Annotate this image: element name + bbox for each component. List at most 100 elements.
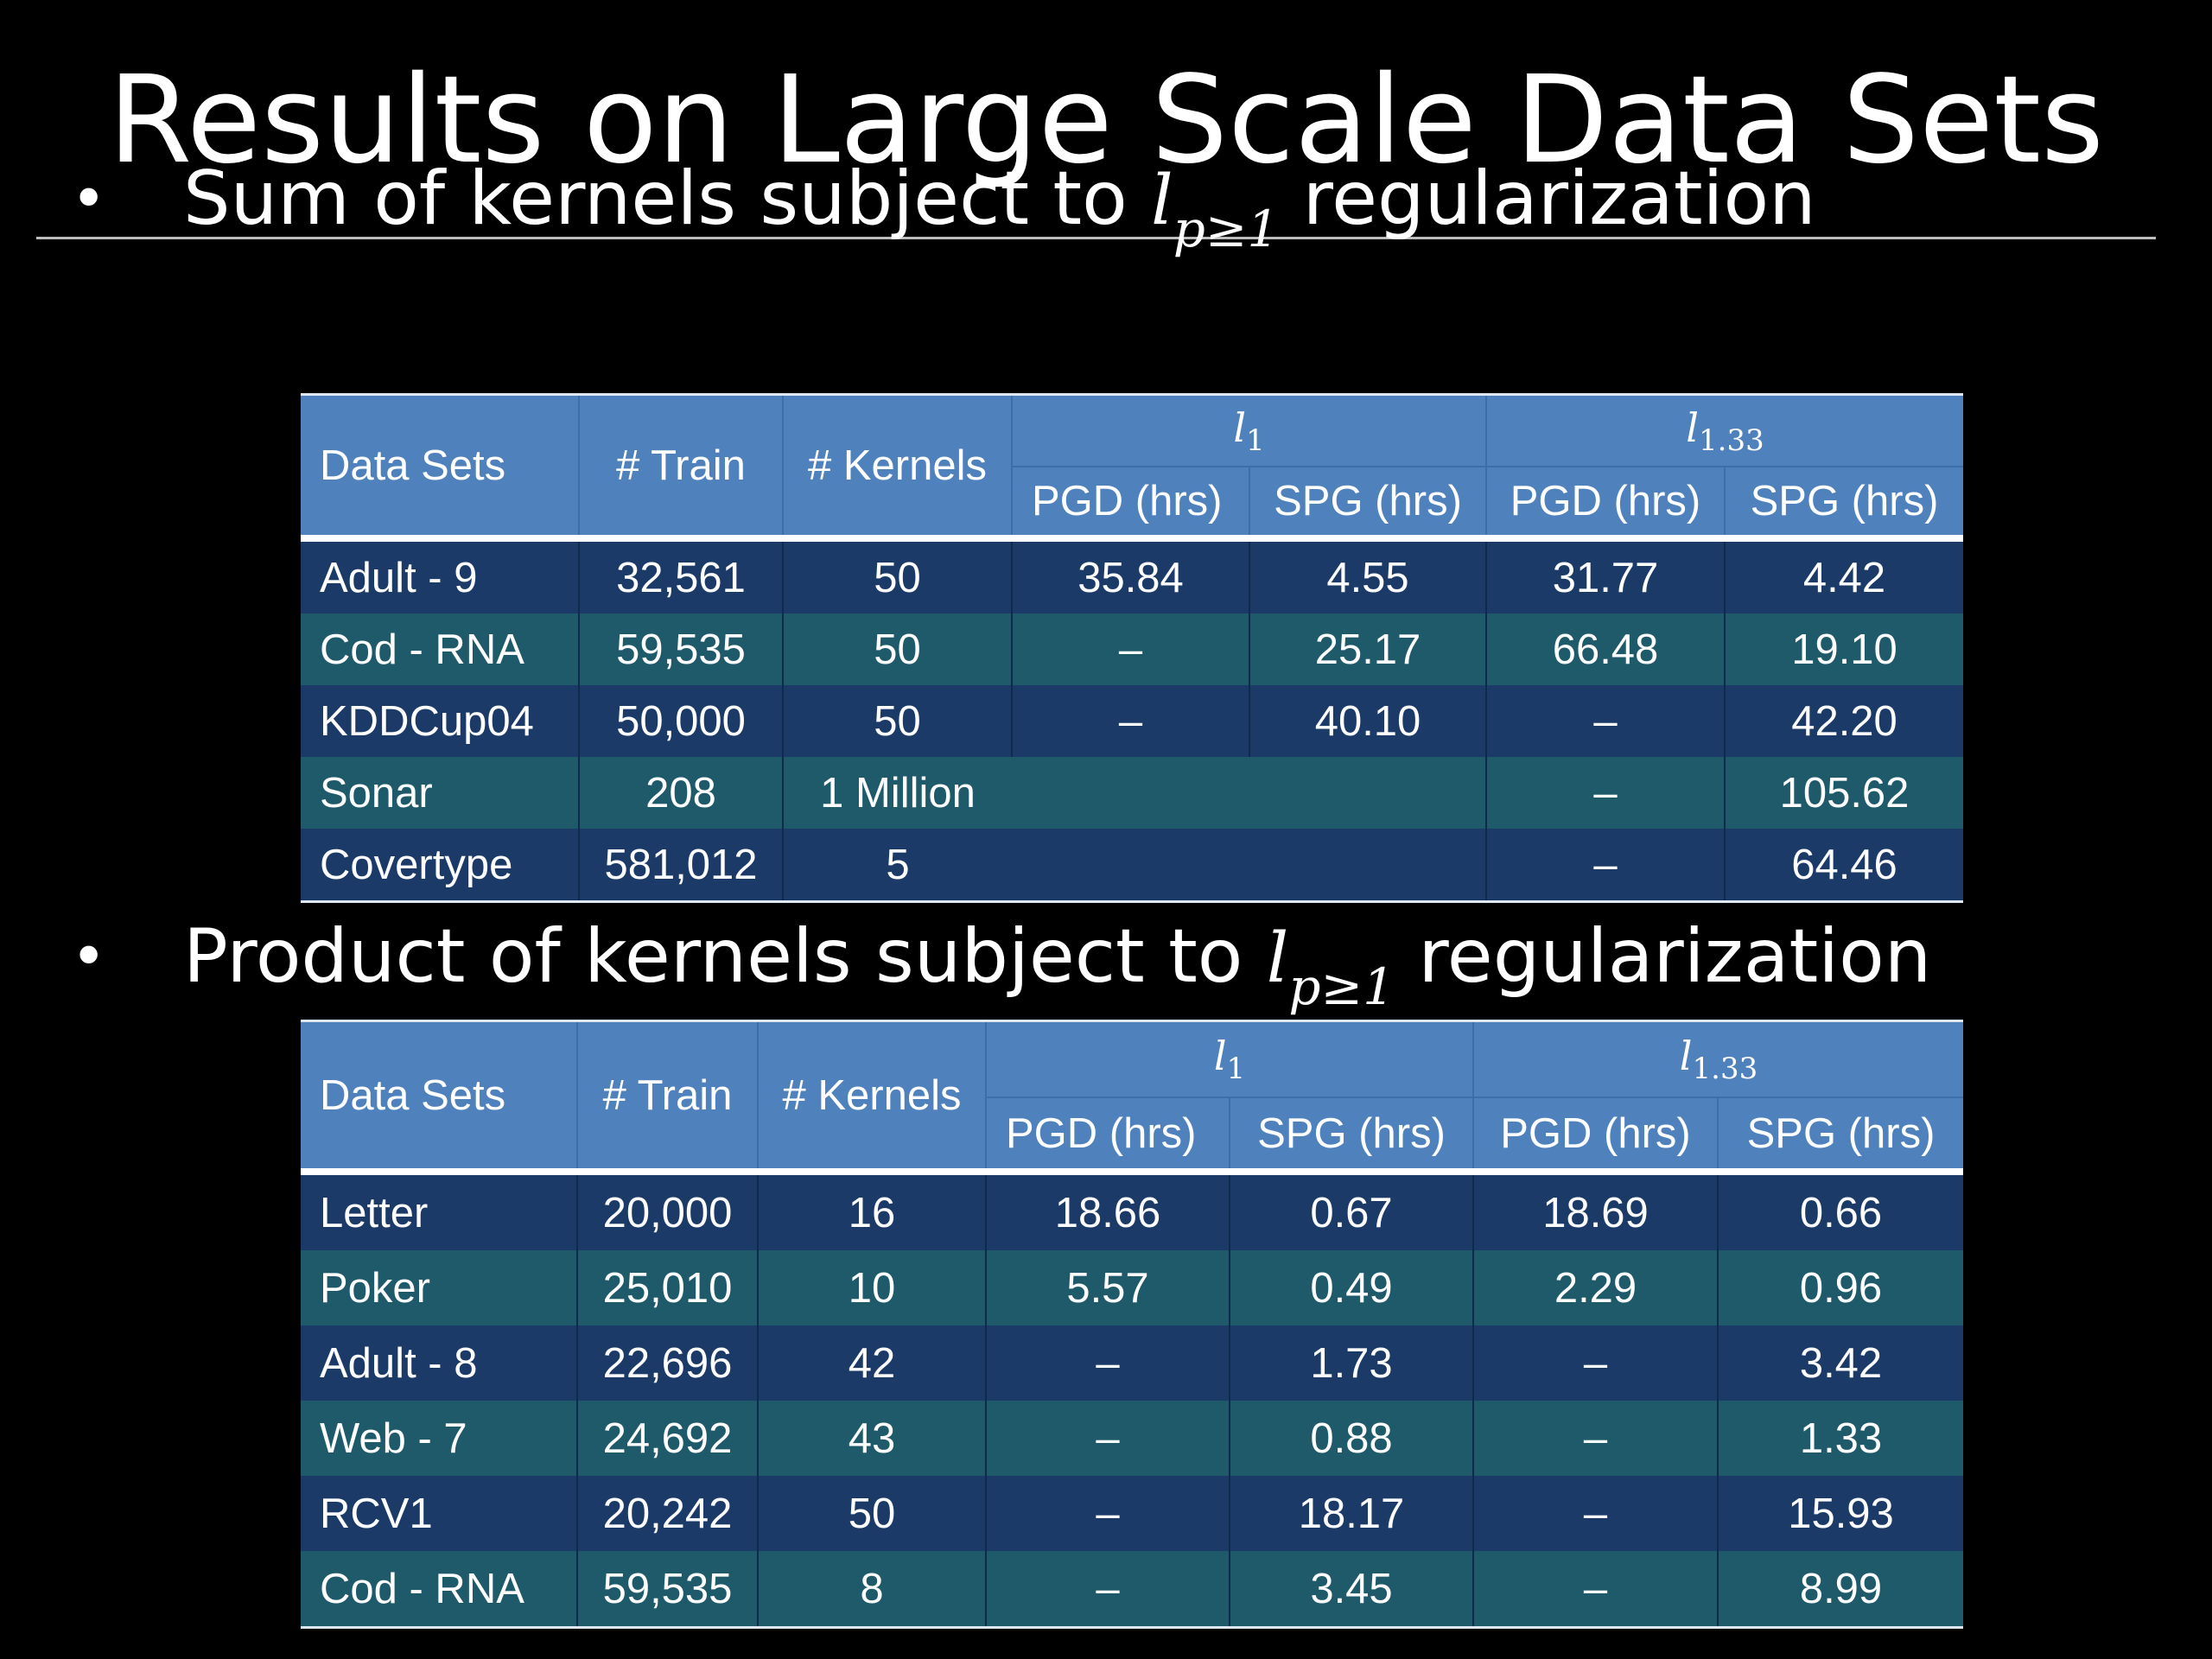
header-l1-spg: SPG (hrs) — [1249, 466, 1486, 538]
cell-l133-spg: 42.20 — [1724, 685, 1963, 757]
header-group-l133: l1.33 — [1485, 393, 1963, 467]
header-group-l1: l1 — [1011, 393, 1486, 467]
product-kernels-table: Data Sets # Train # Kernels l1 l 1.33 PGD… — [301, 1020, 1963, 1629]
cell-l133-spg: 0.66 — [1717, 1168, 1963, 1250]
cell-l1-pgd: – — [1011, 685, 1249, 757]
cell-kernels: 1 Million — [782, 757, 1012, 829]
cell-l133-spg: 64.46 — [1724, 829, 1963, 903]
cell-l1-pgd: 5.57 — [985, 1250, 1230, 1325]
cell-l1-spg: 3.45 — [1229, 1551, 1473, 1629]
math-lp: lp≥1 — [1266, 918, 1395, 1016]
header-l133-pgd: PGD (hrs) — [1485, 466, 1725, 538]
bullet-marker: • — [71, 921, 107, 992]
header-kernels: # Kernels — [782, 393, 1012, 538]
cell-data-set: Adult - 8 — [320, 1339, 478, 1387]
cell-l1-spg: 25.17 — [1249, 613, 1486, 685]
header-group-l1: l1 — [985, 1020, 1473, 1097]
header-l133-spg: SPG (hrs) — [1717, 1096, 1963, 1172]
cell-train: 20,242 — [576, 1476, 758, 1551]
table-row: Cod - RNA 59,535 50 – 25.17 66.48 19.10 — [301, 613, 1963, 685]
cell-l133-spg: 19.10 — [1724, 613, 1963, 685]
cell-l133-spg: 0.96 — [1717, 1250, 1963, 1325]
bullet-marker: • — [71, 163, 107, 234]
math-base: l — [1266, 918, 1289, 998]
group-base: l — [1213, 1033, 1227, 1079]
group-subscript: 1 — [1226, 1052, 1246, 1086]
group-base: l — [1233, 404, 1247, 451]
cell-kernels: 42 — [757, 1325, 986, 1401]
bullet-sum-of-kernels: • Sum of kernels subject to lp≥1 regulari… — [71, 151, 1816, 276]
table-row: Adult - 8 22,696 42 – 1.73 – 3.42 — [301, 1325, 1963, 1401]
cell-l133-pgd: 18.69 — [1472, 1168, 1718, 1250]
bullet-text-prefix: Sum of kernels subject to — [183, 156, 1152, 242]
cell-kernels: 50 — [782, 613, 1012, 685]
cell-l133-spg: 1.33 — [1717, 1401, 1963, 1476]
cell-l1-spg: 4.55 — [1249, 535, 1486, 613]
cell-kernels: 8 — [757, 1551, 986, 1629]
header-l133-pgd: PGD (hrs) — [1472, 1096, 1718, 1172]
cell-train: 32,561 — [578, 535, 783, 613]
cell-kernels: 5 — [782, 829, 1012, 903]
cell-train: 59,535 — [578, 613, 783, 685]
group-subscript: 1.33 — [1699, 423, 1764, 458]
cell-train: 59,535 — [576, 1551, 758, 1629]
cell-train: 50,000 — [578, 685, 783, 757]
cell-l1-pgd: 18.66 — [985, 1168, 1230, 1250]
header-train: # Train — [576, 1020, 758, 1172]
header-l1-pgd: PGD (hrs) — [1011, 466, 1249, 538]
cell-l1-pgd: – — [985, 1476, 1230, 1551]
cell-l133-pgd: 31.77 — [1485, 535, 1725, 613]
header-train: # Train — [578, 393, 783, 538]
math-lp: lp≥1 — [1151, 160, 1279, 258]
cell-l1-spg: 0.88 — [1229, 1401, 1473, 1476]
cell-train: 22,696 — [576, 1325, 758, 1401]
cell-l1-pgd: – — [1011, 613, 1249, 685]
cell-data-set: Letter — [301, 1168, 577, 1250]
cell-l133-pgd: – — [1485, 685, 1725, 757]
cell-l133-pgd: – — [1472, 1325, 1718, 1401]
cell-l133-pgd: – — [1472, 1551, 1718, 1629]
cell-data-set: Cod - RNA — [320, 626, 524, 673]
table-row: Sonar 208 1 Million – 105.62 — [301, 757, 1963, 829]
cell-l133-pgd: – — [1485, 829, 1725, 903]
cell-l133-spg: 105.62 — [1724, 757, 1963, 829]
header-l133-spg: SPG (hrs) — [1724, 466, 1963, 538]
cell-kernels: 16 — [757, 1168, 986, 1250]
table-row: Cod - RNA 59,535 8 – 3.45 – 8.99 — [301, 1551, 1963, 1629]
table-row: Poker 25,010 10 5.57 0.49 2.29 0.96 — [301, 1250, 1963, 1325]
math-base: l — [1151, 160, 1173, 240]
bullet-text-suffix: regularization — [1395, 913, 1932, 1000]
cell-train: 581,012 — [578, 829, 783, 903]
header-l1-spg: SPG (hrs) — [1229, 1096, 1473, 1172]
cell-l1-spg: 0.67 — [1229, 1168, 1473, 1250]
group-subscript: 1 — [1246, 423, 1265, 458]
cell-l1-spg: 1.73 — [1229, 1325, 1473, 1401]
cell-data-set: Sonar — [320, 769, 433, 817]
header-data-sets: Data Sets — [301, 1020, 577, 1172]
cell-data-set: RCV1 — [320, 1490, 433, 1537]
sum-kernels-table: Data Sets # Train # Kernels l1 l1.33 PGD… — [301, 393, 1963, 903]
cell-kernels: 43 — [757, 1401, 986, 1476]
cell-data-set: Adult - 9 — [301, 535, 579, 613]
title-divider — [36, 237, 2156, 239]
cell-l1-spg: 0.49 — [1229, 1250, 1473, 1325]
cell-l1-pgd: – — [985, 1325, 1230, 1401]
table-row: Web - 7 24,692 43 – 0.88 – 1.33 — [301, 1401, 1963, 1476]
cell-train: 25,010 — [576, 1250, 758, 1325]
bullet-product-of-kernels: • Product of kernels subject to lp≥1 regu… — [71, 909, 1931, 1034]
slide-title: Results on Large Scale Data Sets — [107, 50, 2105, 191]
header-l1-pgd: PGD (hrs) — [985, 1096, 1230, 1172]
bullet-text-suffix: regularization — [1279, 156, 1816, 242]
cell-l1-empty — [1012, 829, 1486, 903]
cell-kernels: 50 — [782, 685, 1012, 757]
table-row: Covertype 581,012 5 – 64.46 — [301, 829, 1963, 903]
cell-train: 24,692 — [576, 1401, 758, 1476]
cell-l133-pgd: 2.29 — [1472, 1250, 1718, 1325]
cell-l133-pgd: – — [1472, 1401, 1718, 1476]
header-kernels: # Kernels — [757, 1020, 986, 1172]
group-subscript: 1.33 — [1692, 1052, 1758, 1086]
cell-l1-spg: 18.17 — [1229, 1476, 1473, 1551]
cell-kernels: 10 — [757, 1250, 986, 1325]
table-row: RCV1 20,242 50 – 18.17 – 15.93 — [301, 1476, 1963, 1551]
cell-l1-pgd: – — [985, 1551, 1230, 1629]
